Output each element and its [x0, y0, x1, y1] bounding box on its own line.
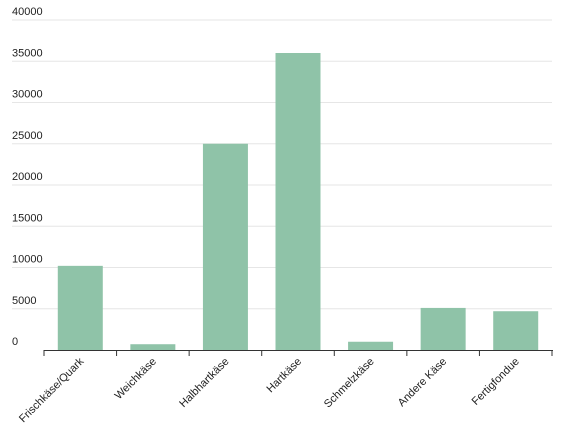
- y-tick-label: 40000: [12, 6, 43, 18]
- bar: [202, 143, 248, 350]
- x-tick-label: Schmelzkäse: [322, 356, 377, 411]
- x-tick-label: Fertigfondue: [470, 356, 522, 408]
- bar: [348, 341, 394, 350]
- x-tick-label: Hartkäse: [265, 356, 305, 396]
- bar: [420, 307, 466, 350]
- y-tick-label: 10000: [12, 254, 43, 266]
- x-tick-label: Andere Käse: [396, 356, 449, 409]
- bar: [57, 265, 103, 350]
- x-axis: [43, 350, 553, 356]
- x-tick-label: Halbhartkäse: [177, 356, 231, 410]
- y-tick-label: 20000: [12, 171, 43, 183]
- y-tick-label: 35000: [12, 47, 43, 59]
- bar: [130, 344, 176, 350]
- y-tick-label: 25000: [12, 130, 43, 142]
- bars: [57, 53, 539, 350]
- y-tick-label: 0: [12, 336, 18, 348]
- y-tick-label: 5000: [12, 295, 36, 307]
- y-axis-tick-labels: 0 5000 10000 15000 20000 25000 30000 35000 40000: [12, 6, 43, 348]
- bar: [275, 53, 321, 350]
- x-tick-label: Weichkäse: [113, 356, 159, 402]
- y-tick-label: 15000: [12, 212, 43, 224]
- x-axis-tick-labels: Frischkäse/Quark Weichkäse Halbhartkäse Har…: [17, 355, 522, 425]
- y-tick-label: 30000: [12, 89, 43, 101]
- bar: [493, 311, 539, 350]
- x-tick-label: Frischkäse/Quark: [17, 355, 87, 425]
